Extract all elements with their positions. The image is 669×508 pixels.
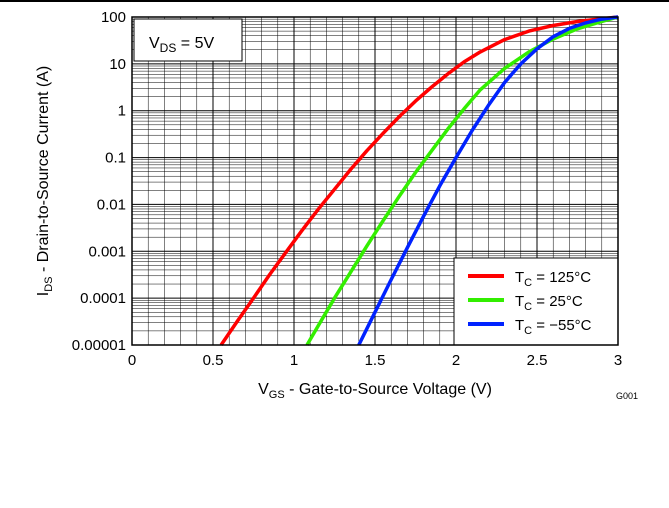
x-tick-label: 3 — [614, 352, 622, 369]
x-tick-label: 1.5 — [365, 352, 386, 369]
series-line-2 — [305, 15, 619, 346]
figure-id: G001 — [616, 391, 638, 401]
y-tick-label: 100 — [101, 9, 126, 26]
x-axis-title: VGS - Gate-to-Source Voltage (V) — [258, 381, 492, 401]
annotation-group: VDS = 5V — [133, 18, 243, 62]
series-group — [219, 15, 619, 346]
y-tick-label: 1 — [118, 103, 126, 120]
series-line-3 — [357, 15, 619, 346]
x-tick-label: 2.5 — [527, 352, 548, 369]
y-tick-label: 0.001 — [88, 243, 126, 260]
y-axis-title: IDS - Drain-to-Source Current (A) — [35, 66, 55, 296]
y-tick-label: 0.01 — [97, 196, 126, 213]
x-tick-label: 1 — [290, 352, 298, 369]
y-tick-label: 0.00001 — [72, 337, 126, 354]
legend-label-1: TC = 125°C — [515, 269, 591, 289]
top-border-line — [0, 0, 669, 2]
y-tick-label: 0.1 — [105, 150, 126, 167]
annotation-text: VDS = 5V — [149, 35, 214, 55]
legend: TC = 125°C TC = 25°C TC = −55°C — [453, 257, 619, 346]
x-tick-labels: 0 0.5 1 1.5 2 2.5 3 — [128, 352, 622, 369]
x-tick-label: 0 — [128, 352, 136, 369]
plot-frame — [131, 16, 619, 346]
y-tick-label: 0.0001 — [80, 290, 126, 307]
annotation-box — [133, 18, 243, 62]
series-line-1 — [219, 15, 619, 346]
y-tick-labels: 0.00001 0.0001 0.001 0.01 0.1 1 10 100 — [72, 9, 126, 354]
x-tick-label: 2 — [452, 352, 460, 369]
legend-label-2: TC = 25°C — [515, 293, 583, 313]
y-tick-label: 10 — [109, 56, 126, 73]
x-tick-label: 0.5 — [203, 352, 224, 369]
legend-label-3: TC = −55°C — [515, 317, 592, 337]
